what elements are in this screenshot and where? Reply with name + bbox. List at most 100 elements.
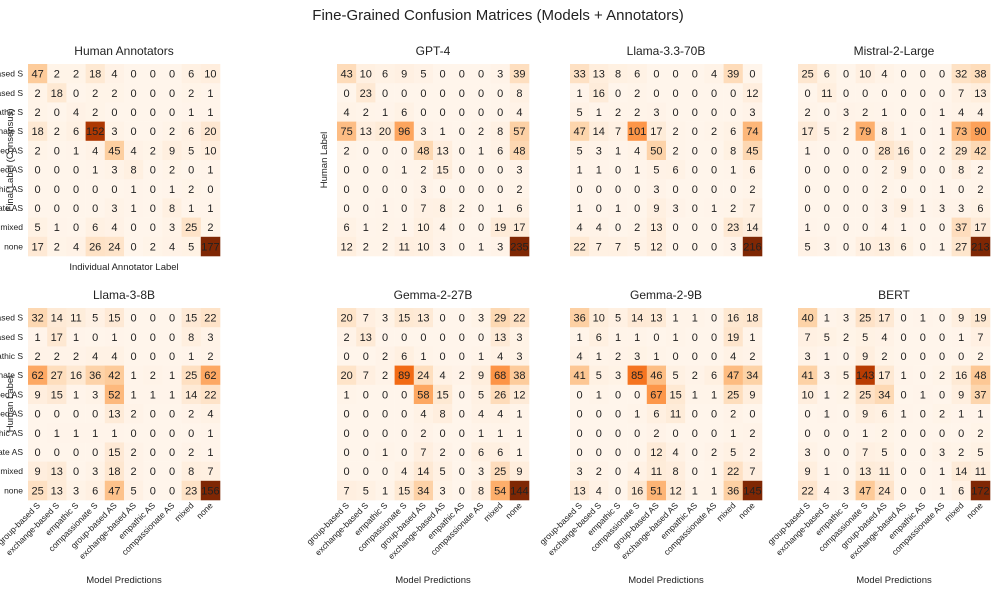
cell-value: 0 [35,428,41,440]
cell-value: 6 [478,447,484,459]
cell-value: 0 [805,88,811,100]
cell-value: 2 [207,351,213,363]
heatmap-cell [742,236,763,257]
cell-value: 29 [494,313,506,325]
cell-value: 10 [859,69,871,81]
heatmap-cell [723,217,744,238]
heatmap-cell [932,442,952,462]
heatmap-cell [817,461,837,482]
heatmap-cell [855,83,876,103]
cell-value: 0 [711,428,717,440]
heatmap-cell [356,327,376,347]
heatmap-cell [970,365,991,386]
cell-value: 0 [920,332,926,344]
cell-value: 7 [977,332,983,344]
heatmap-cell [970,346,991,366]
heatmap-cell [723,346,744,366]
cell-value: 0 [478,222,484,234]
heatmap-cell [874,236,895,257]
cell-value: 0 [824,184,830,196]
cell-value: 3 [92,466,98,478]
cell-value: 0 [920,351,926,363]
cell-value: 13 [573,485,585,497]
cell-value: 8 [440,203,446,215]
heatmap-cell [413,217,434,238]
heatmap-cell [970,423,991,443]
heatmap-cell [627,308,648,328]
heatmap-cell [394,121,415,142]
cell-value: 6 [497,145,503,157]
cell-value: 6 [977,203,983,215]
cell-value: 75 [340,126,352,138]
heatmap-cell [104,442,125,462]
cell-value: 17 [51,332,63,344]
cell-value: 0 [920,466,926,478]
cell-value: 1 [131,203,137,215]
heatmap-cell [143,480,163,501]
heatmap-cell [181,198,202,218]
cell-value: 0 [711,145,717,157]
heatmap-cell [589,121,609,142]
cell-value: 0 [615,428,621,440]
heatmap-cell [874,140,895,161]
heatmap-cell [874,346,895,366]
heatmap-cell [970,83,991,103]
heatmap-cell [666,365,686,386]
heatmap-cell [704,140,724,161]
cell-value: 1 [577,88,583,100]
cell-value: 2 [363,241,369,253]
heatmap-cell [685,102,705,122]
cell-value: 50 [650,145,662,157]
cell-value: 235 [510,241,528,253]
heatmap-cell [394,179,415,199]
heatmap-cell [433,404,453,424]
cell-value: 3 [440,485,446,497]
row-tick-label: mixed [0,222,23,232]
cell-value: 1 [150,389,156,401]
heatmap-cell [646,160,667,180]
cell-value: 8 [958,165,964,177]
heatmap-cell [490,140,511,161]
cell-value: 7 [420,203,426,215]
heatmap-cell [723,384,744,405]
cell-value: 0 [843,409,849,421]
heatmap-cell [356,160,376,180]
cell-value: 0 [401,428,407,440]
heatmap-cell [124,384,144,405]
heatmap-cell [490,121,511,142]
cell-value: 4 [881,222,887,234]
heatmap-cell [932,198,952,218]
heatmap-cell [666,346,686,366]
heatmap-cell [836,83,856,103]
cell-value: 3 [111,126,117,138]
cell-value: 5 [673,370,679,382]
heatmap-cell [181,102,202,122]
cell-value: 0 [73,409,79,421]
heatmap-cell [970,64,991,84]
heatmap-cell [627,384,648,405]
cell-value: 0 [440,69,446,81]
cell-value: 1 [111,428,117,440]
heatmap-cell [433,461,453,482]
cell-value: 0 [344,165,350,177]
heatmap-cell [685,198,705,218]
heatmap-cell [375,102,395,122]
heatmap-cell [570,423,590,443]
cell-value: 3 [958,203,964,215]
cell-value: 0 [459,447,465,459]
heatmap-cell [951,64,972,84]
cell-value: 2 [749,184,755,196]
heatmap-cell [143,121,163,142]
heatmap-cell [104,461,125,482]
cell-value: 0 [150,351,156,363]
heatmap-cell [836,423,856,443]
heatmap-cell [836,198,856,218]
heatmap-cell [509,308,530,328]
cell-value: 85 [631,370,643,382]
cell-value: 0 [459,241,465,253]
cell-value: 0 [401,184,407,196]
row-tick-label: exchange-based AS [0,409,23,419]
heatmap-cell [913,384,933,405]
heatmap-cell [471,327,491,347]
heatmap-cell [47,160,67,180]
